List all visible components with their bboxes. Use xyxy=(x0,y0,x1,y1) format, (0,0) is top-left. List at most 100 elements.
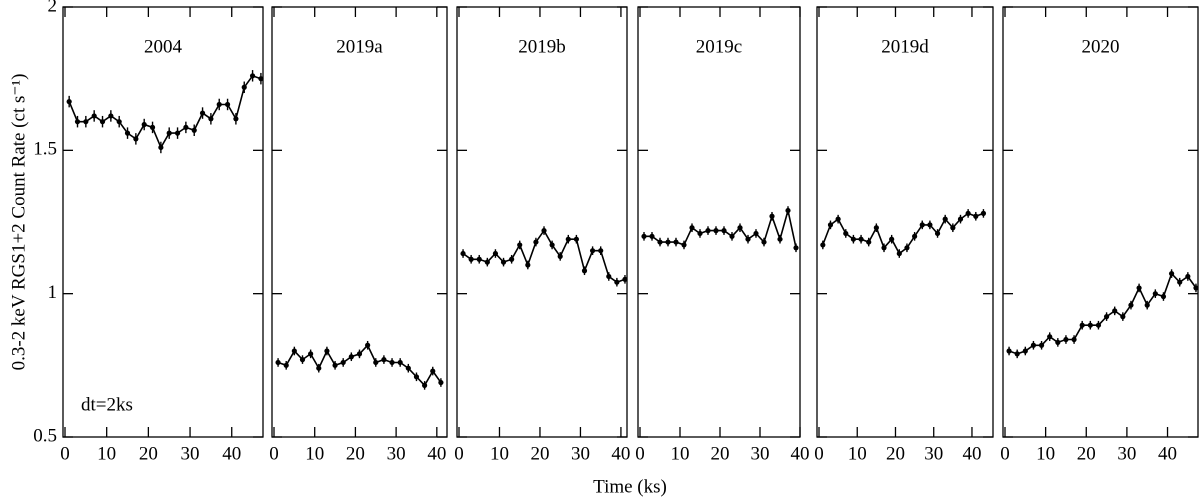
data-point xyxy=(124,130,131,136)
panel-frame xyxy=(271,6,448,438)
data-point xyxy=(904,245,910,251)
x-tick-label: 30 xyxy=(571,443,590,464)
panel-frame xyxy=(62,6,264,438)
data-point xyxy=(208,116,214,122)
data-point xyxy=(332,362,338,368)
data-point xyxy=(1030,342,1037,348)
data-point xyxy=(598,248,604,254)
panel-title: 2019a xyxy=(336,36,383,57)
x-tick-label: 30 xyxy=(1117,443,1136,464)
x-tick-label: 20 xyxy=(530,443,549,464)
data-point xyxy=(405,365,411,371)
data-point xyxy=(258,76,264,82)
data-point xyxy=(517,242,523,248)
data-point xyxy=(373,359,379,366)
data-point xyxy=(166,130,172,136)
x-tick-label: 20 xyxy=(886,443,905,464)
x-tick-label: 40 xyxy=(222,443,241,464)
data-point xyxy=(149,124,156,130)
x-tick-label: 10 xyxy=(848,443,867,464)
data-point xyxy=(912,233,918,239)
data-point xyxy=(525,262,531,268)
data-point xyxy=(291,348,297,354)
data-point xyxy=(299,357,306,363)
y-tick-label: 2 xyxy=(48,0,58,16)
data-point xyxy=(1047,334,1053,340)
x-tick-label: 10 xyxy=(671,443,690,464)
data-point xyxy=(850,236,857,242)
data-point xyxy=(1103,314,1110,320)
x-axis-label: Time (ks) xyxy=(593,476,667,497)
data-point xyxy=(191,127,197,133)
data-point xyxy=(858,236,864,242)
data-point xyxy=(785,207,791,214)
data-point xyxy=(365,342,371,348)
data-point xyxy=(729,233,735,239)
data-point xyxy=(1185,273,1191,280)
y-tick-label: 1 xyxy=(48,282,58,303)
data-point xyxy=(389,359,395,366)
data-point xyxy=(745,236,751,242)
data-point xyxy=(509,256,515,262)
data-point xyxy=(74,119,81,125)
data-point xyxy=(697,230,703,237)
data-point xyxy=(183,124,189,130)
data-point xyxy=(66,99,72,105)
data-point xyxy=(573,236,579,242)
data-point xyxy=(476,256,482,262)
data-point xyxy=(673,239,679,245)
x-tick-label: 40 xyxy=(962,443,981,464)
x-tick-label: 10 xyxy=(305,443,324,464)
data-point xyxy=(980,210,987,216)
data-point xyxy=(492,250,499,257)
data-point xyxy=(919,222,925,228)
light-curve xyxy=(822,212,984,255)
data-point xyxy=(957,216,964,222)
data-point xyxy=(158,144,164,151)
panel-frame xyxy=(637,6,801,438)
x-tick-label: 30 xyxy=(181,443,200,464)
x-tick-label: 20 xyxy=(1077,443,1096,464)
data-point xyxy=(116,119,122,125)
annotation: dt=2ks xyxy=(81,394,133,415)
data-point xyxy=(705,228,711,234)
data-point xyxy=(430,368,436,374)
data-point xyxy=(1087,322,1093,328)
data-point xyxy=(1112,308,1118,314)
data-point xyxy=(973,213,979,219)
x-tick-label: 40 xyxy=(1158,443,1177,464)
data-point xyxy=(769,213,775,219)
data-point xyxy=(835,216,841,222)
data-point xyxy=(793,245,799,251)
x-tick-label: 40 xyxy=(427,443,446,464)
panel-frame xyxy=(816,6,994,438)
data-point xyxy=(657,239,663,245)
data-point xyxy=(241,84,247,90)
data-point xyxy=(233,116,239,122)
data-point xyxy=(827,222,834,228)
data-point xyxy=(199,110,206,116)
y-tick-label: 0.5 xyxy=(33,425,57,446)
x-tick-label: 20 xyxy=(711,443,730,464)
data-point xyxy=(308,351,314,357)
data-point xyxy=(927,222,933,228)
data-point xyxy=(108,113,114,119)
data-point xyxy=(1177,279,1183,285)
data-point xyxy=(1022,348,1028,354)
data-point xyxy=(91,113,97,119)
y-tick-label: 1.5 xyxy=(33,139,57,160)
data-point xyxy=(249,73,256,79)
data-point xyxy=(460,250,466,257)
x-tick-label: 0 xyxy=(635,443,645,464)
data-point xyxy=(83,119,89,125)
x-tick-label: 0 xyxy=(1000,443,1010,464)
data-point xyxy=(753,230,759,237)
data-point xyxy=(216,101,222,108)
light-curve xyxy=(1008,272,1197,355)
data-point xyxy=(422,382,428,388)
data-point xyxy=(1160,293,1167,300)
x-tick-label: 0 xyxy=(454,443,464,464)
data-point xyxy=(737,225,743,231)
data-point xyxy=(1071,336,1077,343)
